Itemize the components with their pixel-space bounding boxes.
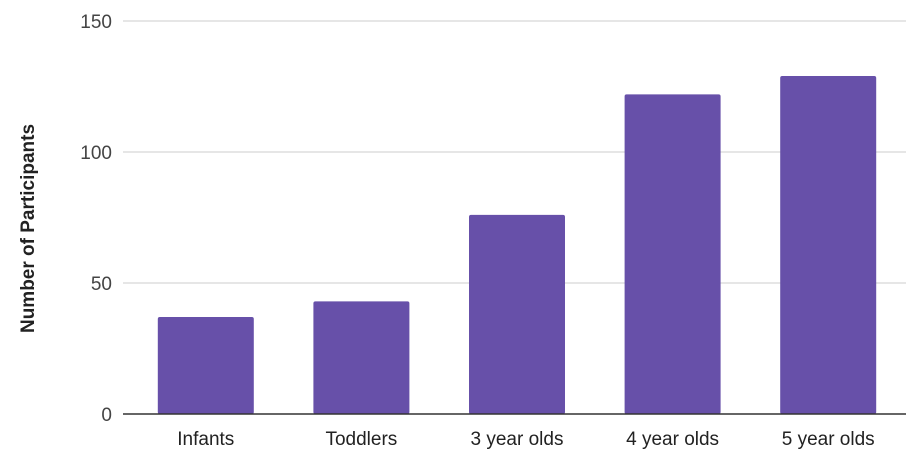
y-axis-title: Number of Participants [18, 124, 39, 333]
x-category-label: 4 year olds [626, 429, 719, 450]
x-category-label: Toddlers [325, 429, 397, 450]
x-category-label: Infants [177, 429, 234, 450]
y-tick-labels: 0 50 100 150 [80, 12, 112, 426]
bar-infants [157, 317, 254, 414]
bar-toddlers [313, 301, 410, 414]
bars [157, 76, 877, 415]
x-category-labels: Infants Toddlers 3 year olds 4 year olds 5 y… [177, 429, 874, 450]
y-tick-label: 150 [80, 12, 112, 33]
x-category-label: 3 year olds [471, 429, 564, 450]
y-tick-label: 50 [91, 274, 112, 295]
y-tick-label: 100 [80, 143, 112, 164]
bar-5-year-olds [780, 76, 877, 415]
bar-4-year-olds [624, 94, 721, 415]
y-tick-label: 0 [101, 405, 112, 426]
x-category-label: 5 year olds [782, 429, 875, 450]
bar-3-year-olds [469, 214, 565, 414]
